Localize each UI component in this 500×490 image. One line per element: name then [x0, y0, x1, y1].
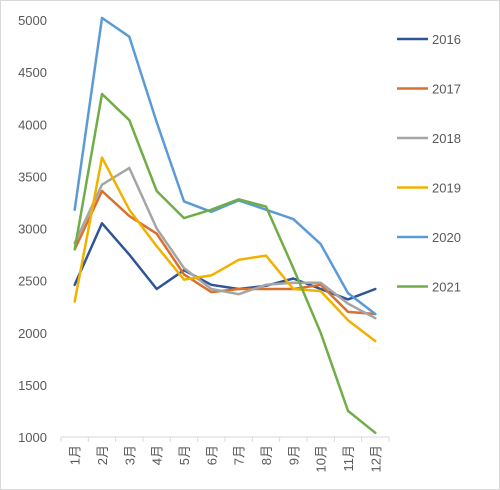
series-line-2021 — [73, 92, 377, 435]
series-line-2017 — [73, 189, 377, 316]
x-tick-label-4: 4月 — [150, 445, 165, 465]
y-tick-label-5000: 5000 — [18, 13, 47, 28]
legend-label-2018: 2018 — [432, 131, 461, 146]
series-line-2019 — [73, 156, 377, 343]
x-tick-label-1: 1月 — [68, 445, 83, 465]
x-tick-label-2: 2月 — [95, 445, 110, 465]
series-line-2018 — [73, 166, 377, 320]
series-lines — [73, 16, 377, 435]
y-tick-label-2500: 2500 — [18, 274, 47, 289]
y-tick-label-2000: 2000 — [18, 326, 47, 341]
y-axis: 1000 1500 2000 2500 3000 3500 4000 4500 5000 — [18, 13, 47, 445]
x-tick-label-6: 6月 — [204, 445, 219, 465]
series-line-2020 — [73, 16, 377, 316]
x-tick-label-10: 10月 — [314, 445, 329, 472]
legend-label-2021: 2021 — [432, 280, 461, 295]
x-tick-label-11: 11月 — [341, 445, 356, 472]
x-tick-label-3: 3月 — [122, 445, 137, 465]
x-tick-label-8: 8月 — [259, 445, 274, 465]
x-axis: 1月 2月 3月 4月 5月 6月 7月 8月 9月 10月 11月 12月 — [60, 436, 390, 472]
legend-label-2017: 2017 — [432, 82, 461, 97]
x-tick-label-12: 12月 — [368, 445, 383, 472]
x-tick-label-9: 9月 — [286, 445, 301, 465]
x-tick-label-5: 5月 — [177, 445, 192, 465]
y-tick-label-1500: 1500 — [18, 378, 47, 393]
y-tick-label-3000: 3000 — [18, 222, 47, 237]
x-tick-label-7: 7月 — [232, 445, 247, 465]
y-tick-label-4000: 4000 — [18, 117, 47, 132]
y-tick-label-4500: 4500 — [18, 65, 47, 80]
legend-label-2016: 2016 — [432, 32, 461, 47]
legend: 2016 2017 2018 2019 2020 2021 — [397, 32, 461, 295]
legend-label-2020: 2020 — [432, 230, 461, 245]
y-tick-label-3500: 3500 — [18, 169, 47, 184]
legend-label-2019: 2019 — [432, 181, 461, 196]
y-tick-label-1000: 1000 — [18, 430, 47, 445]
